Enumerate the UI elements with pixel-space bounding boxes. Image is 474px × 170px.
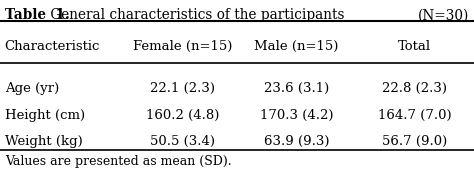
Text: Female (n=15): Female (n=15) (133, 40, 232, 53)
Text: General characteristics of the participants: General characteristics of the participa… (46, 8, 345, 22)
Text: 50.5 (3.4): 50.5 (3.4) (150, 135, 215, 148)
Text: 164.7 (7.0): 164.7 (7.0) (378, 109, 452, 122)
Text: 22.1 (2.3): 22.1 (2.3) (150, 82, 215, 95)
Text: Age (yr): Age (yr) (5, 82, 59, 95)
Text: 63.9 (9.3): 63.9 (9.3) (264, 135, 329, 148)
Text: 22.8 (2.3): 22.8 (2.3) (382, 82, 447, 95)
Text: (N=30): (N=30) (418, 8, 469, 22)
Text: Total: Total (398, 40, 431, 53)
Text: 170.3 (4.2): 170.3 (4.2) (259, 109, 333, 122)
Text: Characteristic: Characteristic (5, 40, 100, 53)
Text: Weight (kg): Weight (kg) (5, 135, 82, 148)
Text: 23.6 (3.1): 23.6 (3.1) (264, 82, 329, 95)
Text: Male (n=15): Male (n=15) (254, 40, 338, 53)
Text: 56.7 (9.0): 56.7 (9.0) (382, 135, 447, 148)
Text: 160.2 (4.8): 160.2 (4.8) (146, 109, 219, 122)
Text: Table  1.: Table 1. (5, 8, 70, 22)
Text: Values are presented as mean (SD).: Values are presented as mean (SD). (5, 155, 231, 168)
Text: Height (cm): Height (cm) (5, 109, 85, 122)
